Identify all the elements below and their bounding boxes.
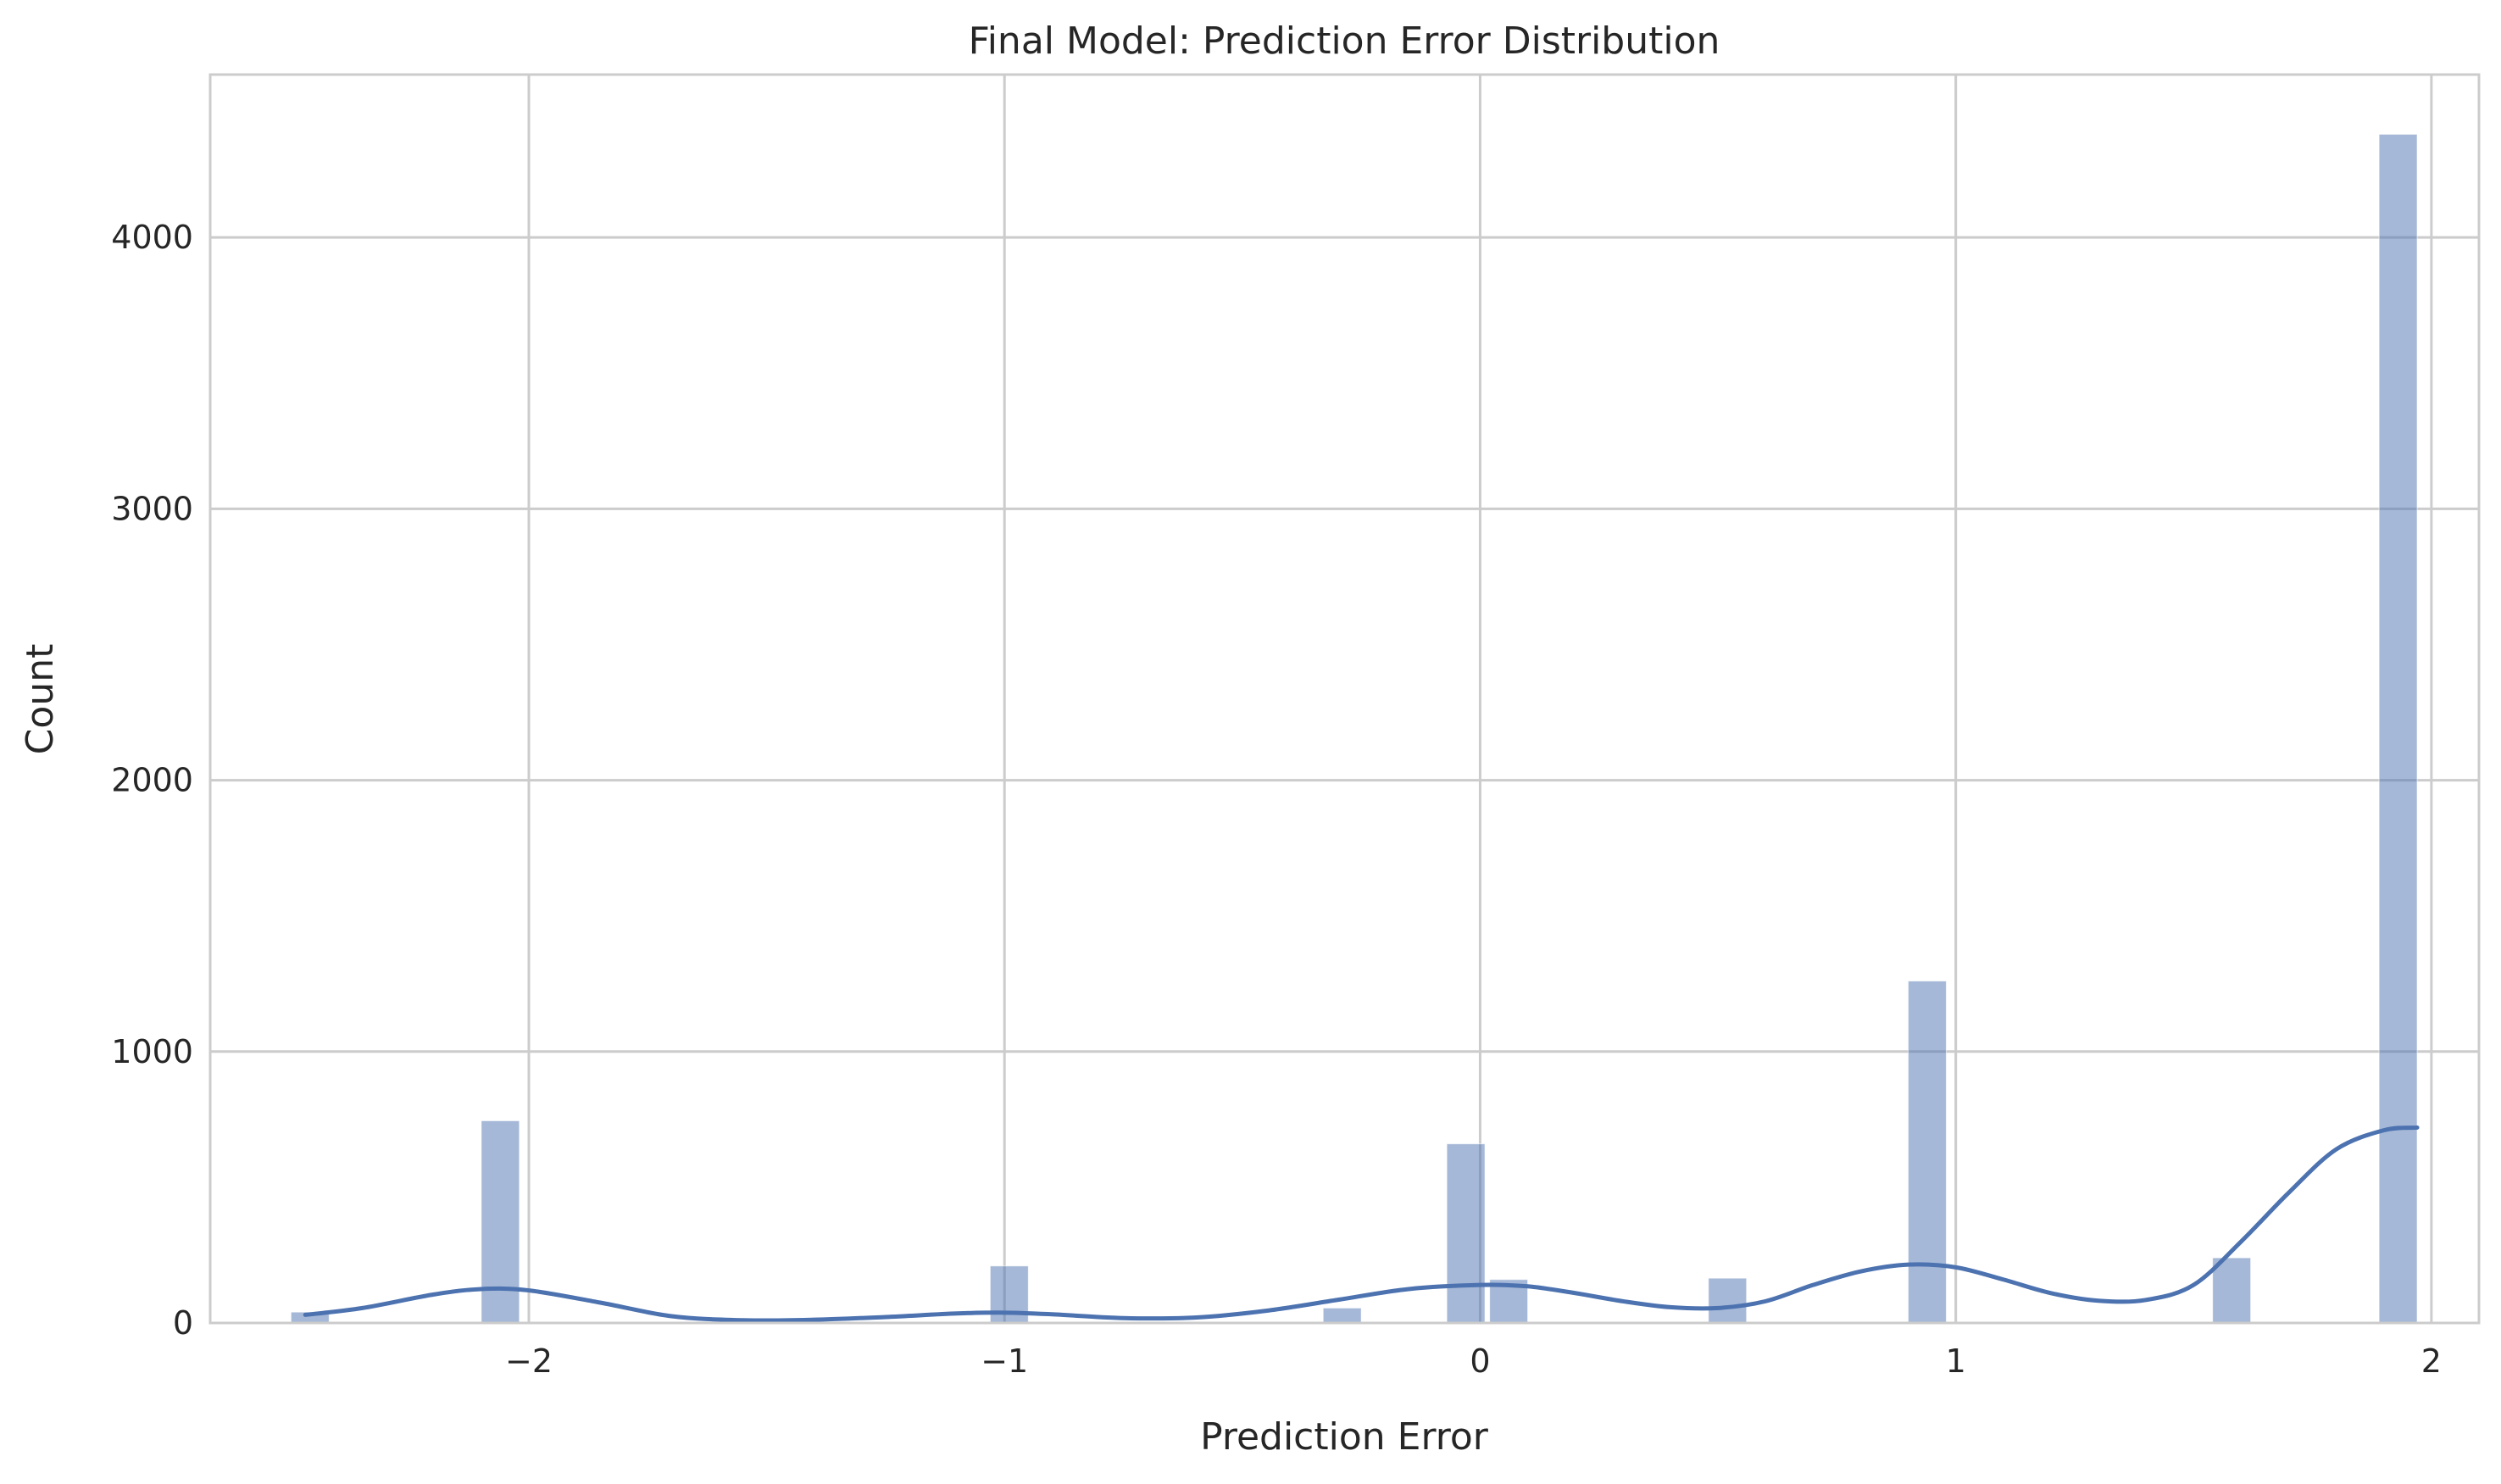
- y-tick-label: 1000: [111, 1033, 193, 1070]
- x-axis-label: Prediction Error: [1200, 1415, 1489, 1459]
- plot-frame: [208, 73, 2481, 1325]
- y-tick-label: 0: [173, 1304, 193, 1342]
- x-tick-label: −2: [505, 1342, 553, 1380]
- y-tick-label: 4000: [111, 219, 193, 256]
- histogram-bar: [1708, 1277, 1748, 1324]
- histogram-bar: [2212, 1257, 2252, 1324]
- y-tick-label: 2000: [111, 762, 193, 799]
- kde-curve: [303, 1125, 2420, 1323]
- histogram-bar: [481, 1120, 520, 1324]
- y-axis-label: Count: [19, 644, 62, 755]
- histogram-bar: [1322, 1307, 1362, 1324]
- x-tick-label: 2: [2421, 1342, 2442, 1380]
- x-tick-label: 0: [1470, 1342, 1490, 1380]
- y-tick-label: 3000: [111, 490, 193, 527]
- x-tick-label: −1: [981, 1342, 1028, 1380]
- y-tick-labels: 0 1000 2000 3000 4000: [111, 219, 193, 1342]
- x-tick-label: 1: [1946, 1342, 1966, 1380]
- x-tick-labels: −2 −1 0 1 2: [505, 1342, 2442, 1380]
- histogram-bar: [2378, 133, 2418, 1324]
- histogram-bar: [1908, 981, 1947, 1324]
- chart-title: Final Model: Prediction Error Distributi…: [969, 19, 1720, 63]
- plot-background: [210, 75, 2479, 1323]
- histogram-bar: [1446, 1143, 1486, 1324]
